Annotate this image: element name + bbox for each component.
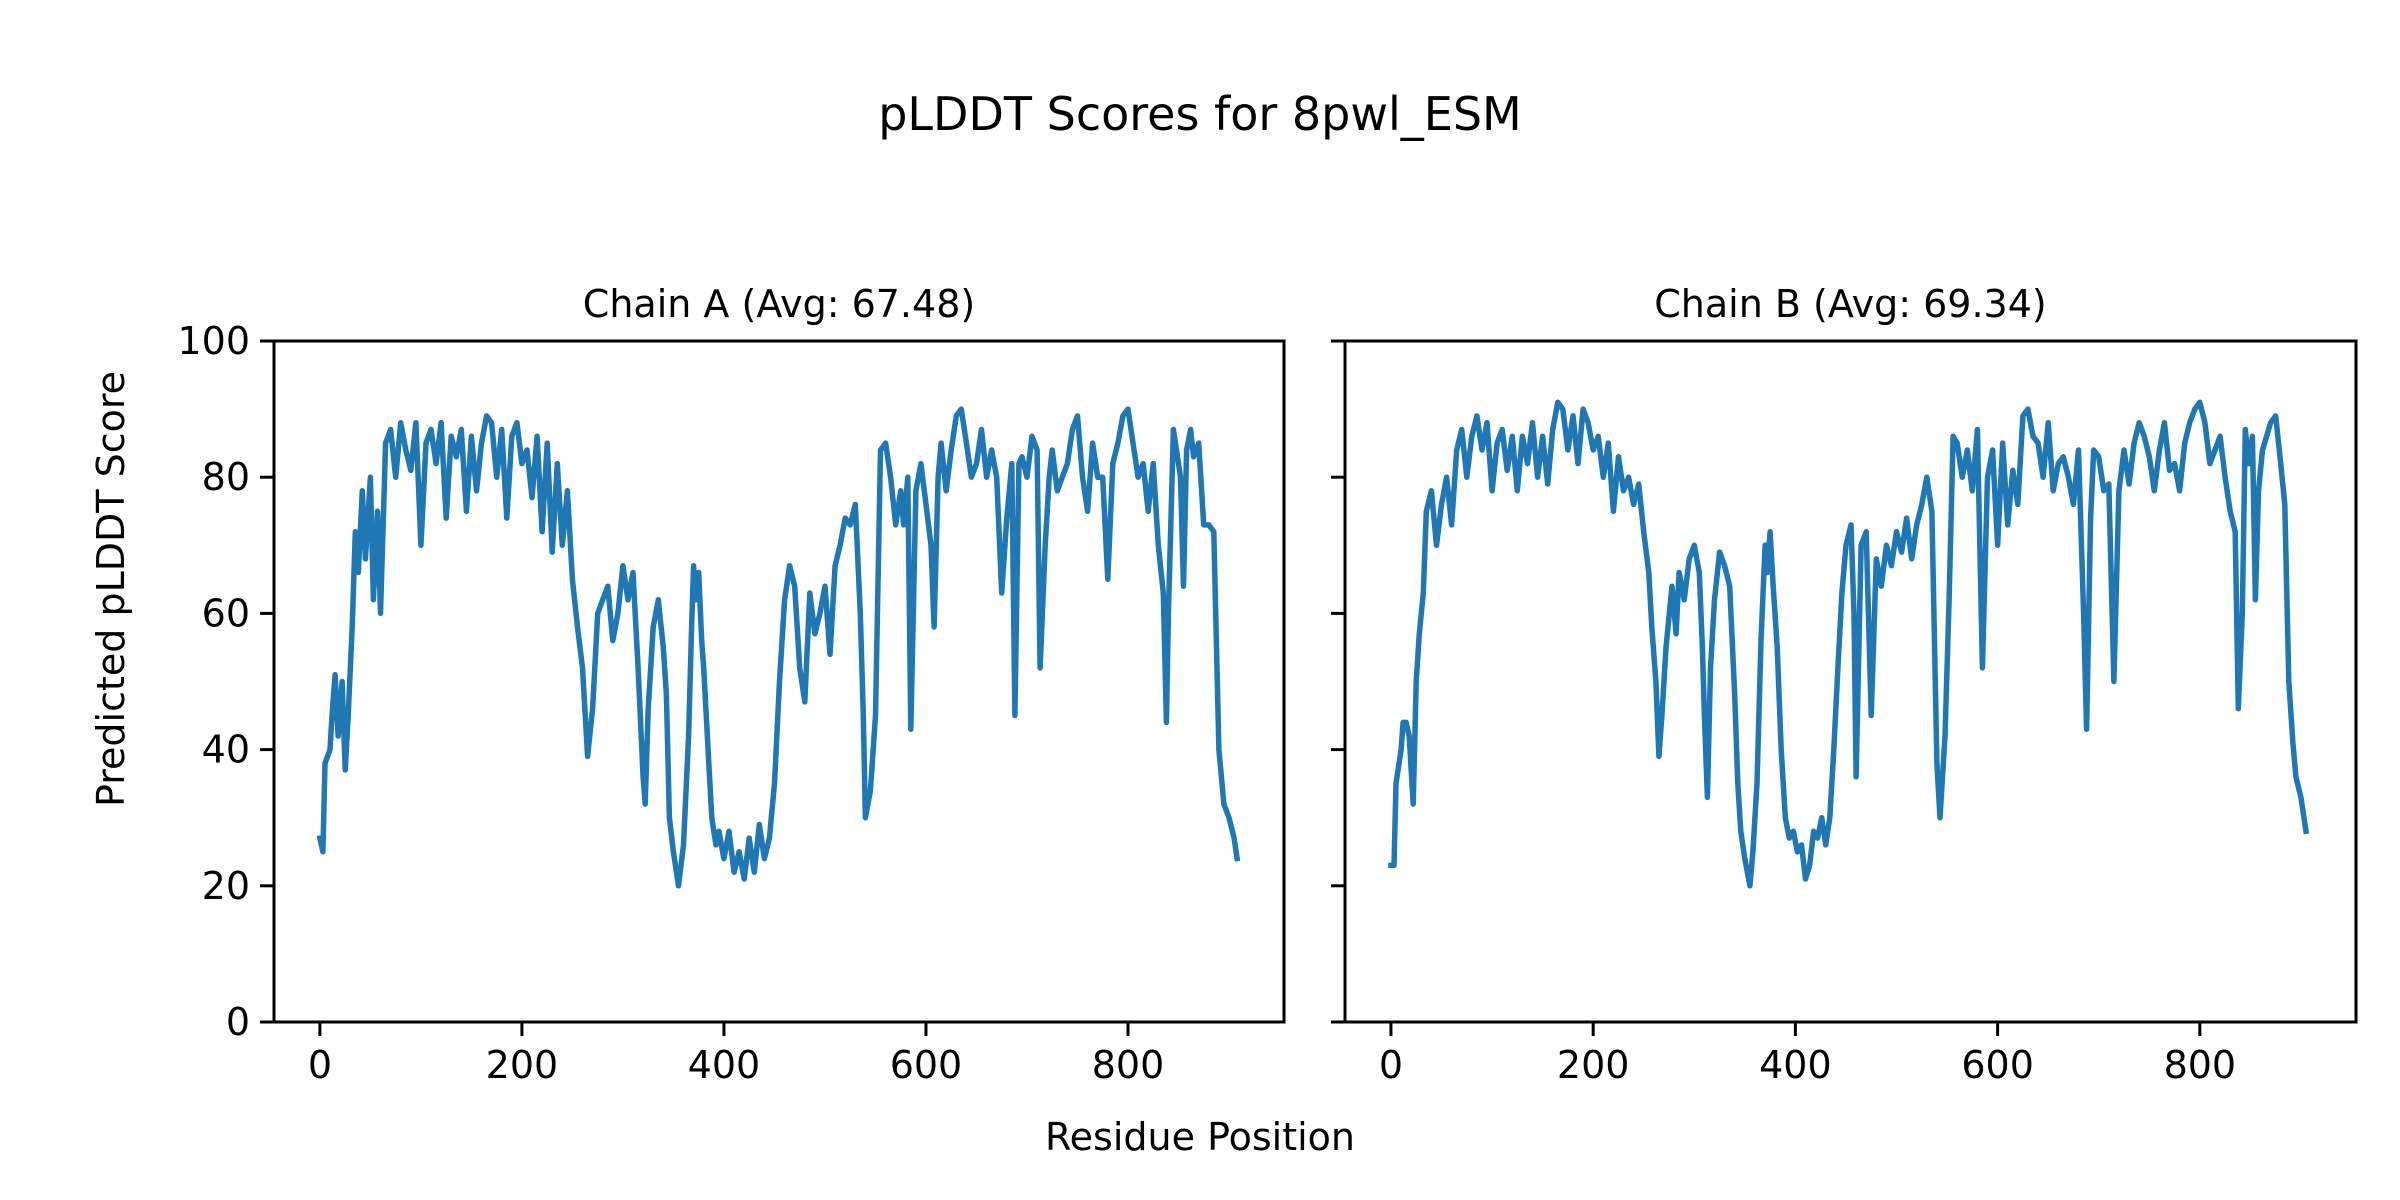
x-tick-label: 400 (688, 1043, 761, 1087)
x-tick-label: 600 (890, 1043, 963, 1087)
plddt-series-line (316, 406, 1241, 889)
x-tick-label: 0 (1379, 1043, 1403, 1087)
axes-frame (1343, 339, 2358, 1024)
y-axis-label: Predicted pLDDT Score (89, 371, 133, 807)
x-tick-label: 800 (1092, 1043, 1165, 1087)
y-tick-label: 0 (226, 1000, 250, 1044)
x-axis-label: Residue Position (1045, 1115, 1355, 1159)
x-tick-label: 0 (308, 1043, 332, 1087)
axes-frame (272, 339, 1286, 1024)
x-tick-label: 600 (1961, 1043, 2034, 1087)
chart-panel-0: Chain A (Avg: 67.48) 0 200 400 600 800 0 20 40 60… (177, 282, 1286, 1087)
subplot-title: Chain A (Avg: 67.48) (583, 282, 975, 326)
y-tick-label: 80 (202, 455, 250, 499)
plddt-series-line (1388, 399, 2310, 889)
chart-panel-1: Chain B (Avg: 69.34) 0 200 400 600 800 (1331, 282, 2358, 1087)
x-tick-label: 200 (1557, 1043, 1630, 1087)
x-tick-label: 400 (1759, 1043, 1832, 1087)
y-tick-label: 40 (202, 728, 250, 772)
y-tick-label: 60 (202, 591, 250, 635)
x-tick-label: 200 (486, 1043, 559, 1087)
x-tick-label: 800 (2164, 1043, 2237, 1087)
figure-title: pLDDT Scores for 8pwl_ESM (878, 87, 1522, 141)
y-tick-label: 100 (177, 319, 250, 363)
y-tick-label: 20 (202, 864, 250, 908)
subplot-title: Chain B (Avg: 69.34) (1654, 282, 2046, 326)
